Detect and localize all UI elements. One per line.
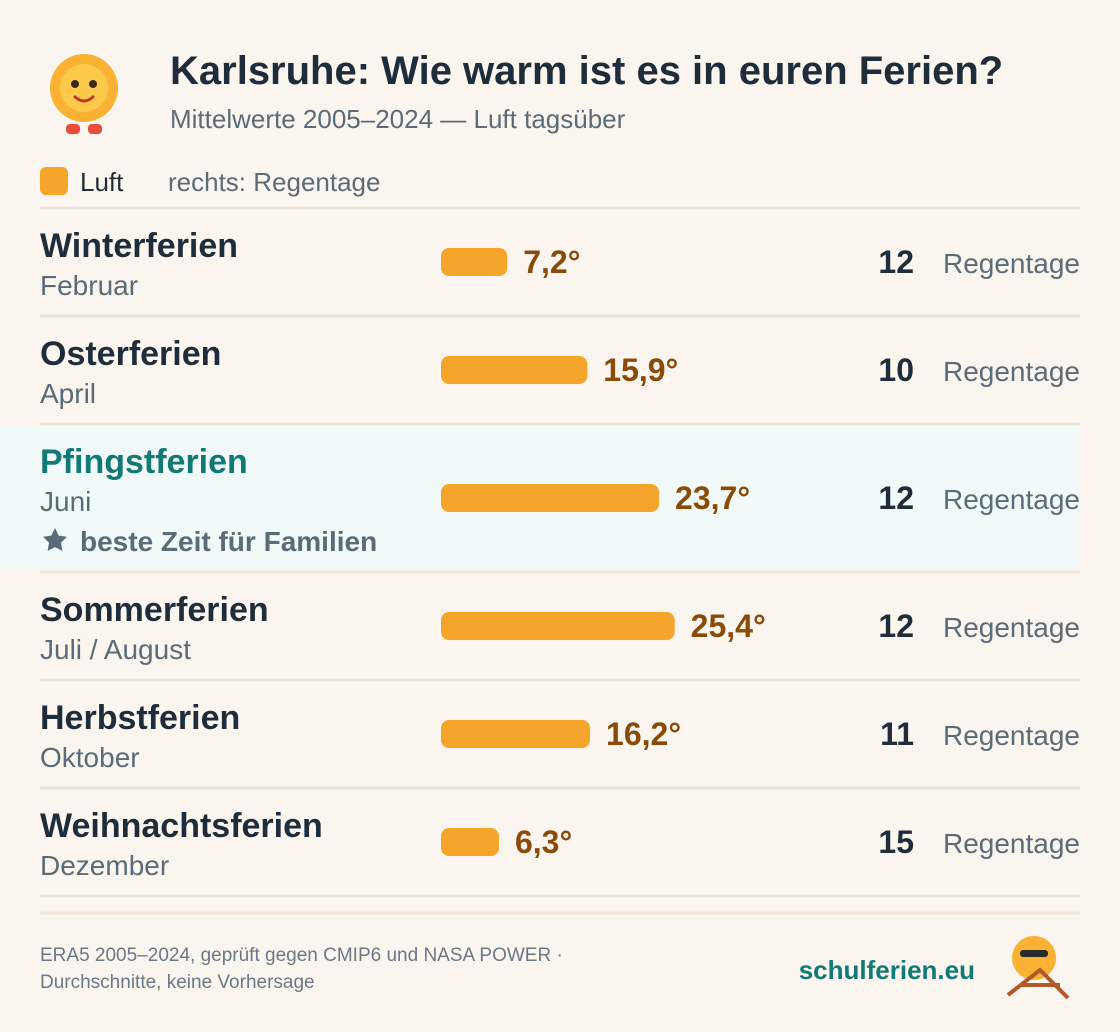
rain-label: Regentage (943, 248, 1080, 279)
sun-icon (50, 54, 118, 134)
separator (40, 786, 1080, 790)
rain-days: 11 (880, 716, 914, 752)
category-name: Herbstferien (40, 699, 240, 737)
separator (40, 206, 1080, 210)
star-icon (43, 528, 67, 551)
brand: schulferien.eu (799, 955, 975, 985)
rain-label: Regentage (943, 356, 1080, 387)
value-label: 23,7° (675, 480, 750, 516)
category-period: Juni (40, 486, 91, 517)
rain-label: Regentage (943, 484, 1080, 515)
rain-days: 15 (878, 824, 914, 860)
separator (40, 314, 1080, 318)
title: Karlsruhe: Wie warm ist es in euren Feri… (170, 49, 1003, 93)
category-name: Winterferien (40, 227, 238, 265)
legend-swatch (40, 167, 68, 195)
bar (441, 356, 588, 384)
rain-days: 12 (878, 244, 914, 280)
value-label: 16,2° (606, 716, 681, 752)
bar (441, 828, 499, 856)
legend-label: Luft (80, 167, 124, 197)
bar (441, 484, 660, 512)
footer-note: Durchschnitte, keine Vorhersage (40, 972, 315, 993)
separator (40, 894, 1080, 898)
category-period: April (40, 378, 96, 409)
rain-days: 12 (878, 608, 914, 644)
category-period: Juli / August (40, 634, 191, 665)
separator (40, 570, 1080, 574)
category-period: Dezember (40, 850, 169, 881)
highlight-note: beste Zeit für Familien (80, 526, 377, 557)
rain-days: 10 (878, 352, 914, 388)
value-label: 7,2° (523, 244, 580, 280)
category-period: Oktober (40, 742, 140, 773)
separator (40, 911, 1080, 915)
value-label: 25,4° (691, 608, 766, 644)
rain-label: Regentage (943, 720, 1080, 751)
category-name: Sommerferien (40, 591, 269, 629)
value-label: 6,3° (515, 824, 572, 860)
subtitle: Mittelwerte 2005–2024 — Luft tagsüber (170, 104, 626, 134)
legend-note: rechts: Regentage (168, 167, 380, 197)
category-name: Osterferien (40, 335, 221, 373)
bar (441, 248, 508, 276)
sun-chair-icon (1006, 936, 1070, 1000)
category-period: Februar (40, 270, 138, 301)
value-label: 15,9° (603, 352, 678, 388)
bar (441, 720, 591, 748)
separator (40, 678, 1080, 682)
footer-note: ERA5 2005–2024, geprüft gegen CMIP6 und … (40, 945, 563, 966)
bar (441, 612, 675, 640)
category-name: Weihnachtsferien (40, 807, 323, 845)
separator (40, 422, 1080, 426)
rain-label: Regentage (943, 828, 1080, 859)
rain-label: Regentage (943, 612, 1080, 643)
category-name: Pfingstferien (40, 443, 248, 481)
rain-days: 12 (878, 480, 914, 516)
